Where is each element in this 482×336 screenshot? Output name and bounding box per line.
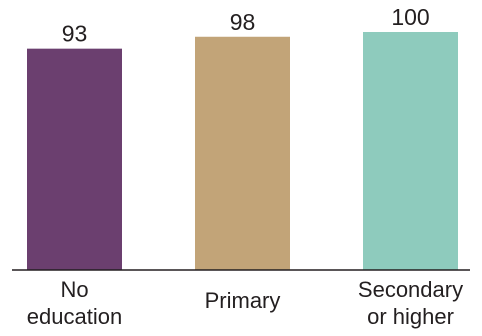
- category-label-2-line-1: or higher: [367, 304, 454, 329]
- value-label-0: 93: [62, 21, 88, 47]
- category-label-1-line-0: Primary: [205, 288, 281, 313]
- value-labels-group: 93 98 100: [62, 4, 430, 47]
- category-label-0-line-1: education: [27, 304, 122, 329]
- bar-1: [195, 36, 290, 271]
- category-label-0-line-0: No: [60, 277, 88, 302]
- bars-group: [27, 32, 458, 271]
- value-label-2: 100: [391, 4, 429, 30]
- value-label-1: 98: [230, 9, 256, 35]
- bar-0: [27, 48, 122, 270]
- category-label-2-line-0: Secondary: [358, 277, 463, 302]
- bar-2: [363, 32, 458, 270]
